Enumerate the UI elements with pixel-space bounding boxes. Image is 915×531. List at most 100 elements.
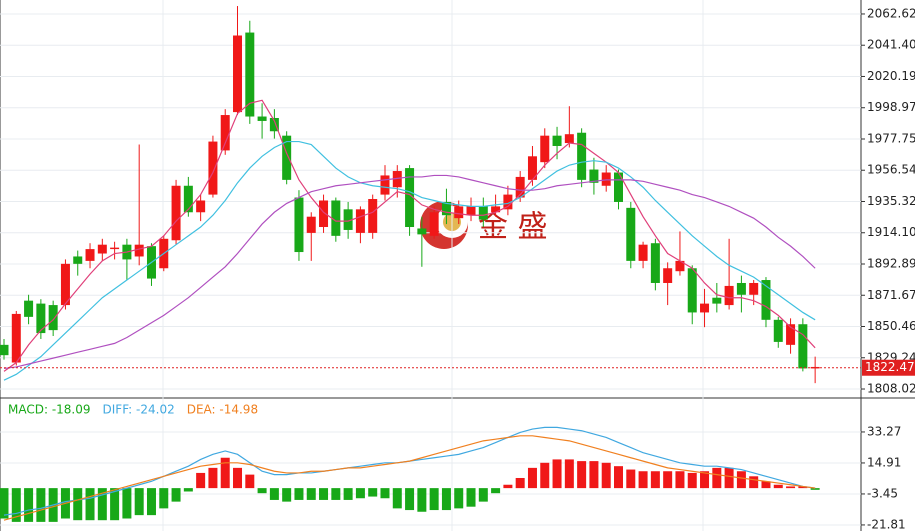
candle-body	[478, 206, 488, 220]
candle-body	[355, 209, 365, 233]
candle-body	[368, 199, 378, 233]
candle-body	[503, 194, 513, 210]
candle-body	[245, 32, 255, 117]
candle-body	[294, 197, 304, 253]
candle-body	[540, 135, 550, 163]
macd-bar	[110, 488, 120, 521]
candle-body	[761, 280, 771, 320]
line	[3, 174, 816, 370]
macd-bar	[355, 488, 365, 499]
macd-bar	[269, 488, 279, 500]
candle-body	[380, 175, 390, 195]
macd-bar	[257, 488, 267, 494]
candle-body	[552, 135, 562, 146]
macd-bar	[749, 476, 759, 489]
candle-body	[73, 256, 83, 264]
candle-body	[712, 297, 722, 304]
candle-body	[527, 156, 537, 180]
candle-body	[810, 366, 820, 369]
macd-bar	[601, 462, 611, 489]
candle-body	[749, 282, 759, 295]
legend-entry: DEA: -14.98	[187, 403, 258, 417]
macd-bar	[798, 486, 808, 489]
macd-bar	[773, 484, 783, 489]
y-tick-label: 1998.97	[867, 100, 915, 114]
candle-body	[626, 207, 636, 261]
macd-bar	[306, 488, 316, 500]
candle-body	[429, 212, 439, 236]
macd-bar	[85, 488, 95, 521]
y-tick-label: 1914.10	[867, 225, 915, 239]
candle-body	[638, 244, 648, 261]
macd-bar	[405, 488, 415, 511]
y-tick-label: 2041.40	[867, 38, 915, 52]
legend-entry: MACD: -18.09	[8, 403, 91, 417]
candle-body	[0, 344, 9, 356]
macd-bar	[736, 471, 746, 489]
macd-bar	[503, 484, 513, 489]
last-price-box	[862, 359, 915, 376]
macd-bar	[36, 488, 46, 522]
macd-bar	[159, 488, 169, 509]
candle-body	[282, 135, 292, 180]
candle-body	[343, 209, 353, 230]
macd-bar	[638, 471, 648, 489]
candle-body	[454, 206, 464, 219]
candle-body	[417, 228, 427, 235]
line	[3, 140, 816, 381]
macd-bar	[626, 469, 636, 489]
y-tick-label: 1892.89	[867, 256, 915, 270]
candle-body	[134, 244, 144, 257]
macd-bar	[540, 462, 550, 489]
candle-body	[663, 268, 673, 283]
candle-body	[798, 324, 808, 369]
macd-bar	[233, 467, 243, 489]
macd-bar	[319, 488, 329, 500]
candle-body	[48, 305, 58, 331]
candle-body	[220, 115, 230, 151]
macd-bar	[552, 459, 562, 489]
candle-body	[392, 171, 402, 188]
macd-bar	[527, 467, 537, 489]
macd-bar	[650, 471, 660, 489]
candle-body	[36, 303, 46, 334]
candle-body	[601, 172, 611, 186]
y-tick-label: 2062.62	[867, 6, 915, 20]
candle-body	[589, 169, 599, 183]
macd-bar	[146, 488, 156, 516]
macd-bar	[478, 488, 488, 502]
macd-bar	[368, 488, 378, 497]
y-tick-label: 1850.46	[867, 319, 915, 333]
candle-body	[687, 268, 697, 313]
y-tick-label: -21.81	[867, 517, 906, 531]
candle-body	[491, 206, 501, 213]
macd-bar	[294, 488, 304, 500]
candle-body	[208, 141, 218, 195]
macd-bar	[380, 488, 390, 499]
candle-body	[614, 172, 623, 202]
macd-bar	[564, 459, 574, 489]
macd-bar	[454, 488, 464, 509]
candle-body	[786, 324, 796, 345]
line	[3, 99, 816, 372]
macd-bar	[675, 471, 685, 489]
macd-bar	[810, 488, 820, 490]
y-tick-label: 1935.32	[867, 194, 915, 208]
macd-bar	[208, 467, 218, 489]
candle-body	[257, 116, 267, 121]
macd-bar	[11, 488, 21, 522]
candle-body	[196, 200, 206, 213]
candle-body	[577, 132, 587, 180]
candle-body	[650, 243, 660, 283]
macd-bar	[491, 488, 501, 494]
candle-body	[700, 303, 710, 313]
macd-bar	[724, 467, 734, 489]
macd-bar	[466, 488, 476, 507]
watermark-text: 金 盛	[478, 210, 548, 245]
macd-bar	[614, 466, 623, 489]
y-tick-label: -3.45	[867, 486, 898, 500]
y-tick-label: 1977.75	[867, 131, 915, 145]
macd-bar	[97, 488, 107, 521]
